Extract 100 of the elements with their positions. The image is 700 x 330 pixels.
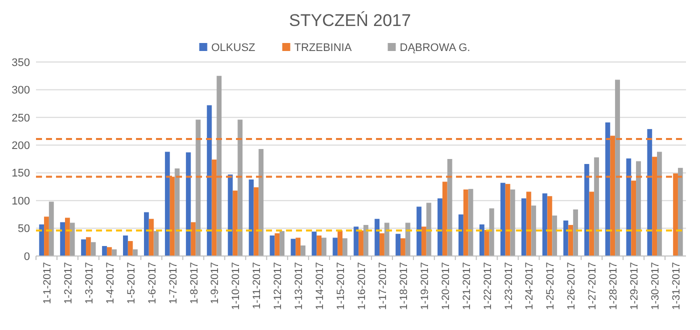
x-tick-label: 1-27-2017 (586, 262, 599, 310)
bar (106, 247, 112, 256)
bar (396, 234, 400, 256)
y-tick-label: 300 (12, 84, 30, 97)
x-tick-label: 1-12-2017 (272, 262, 284, 310)
y-tick-label: 250 (12, 112, 30, 124)
y-tick-label: 50 (18, 223, 30, 236)
bar (148, 218, 154, 256)
x-tick-label: 1-23-2017 (502, 262, 515, 310)
bar (258, 149, 264, 256)
bar (405, 222, 410, 256)
bar (196, 120, 201, 256)
x-tick-label: 1-16-2017 (356, 262, 368, 310)
bar (238, 120, 243, 256)
x-tick-label: 1-1-2017 (41, 262, 54, 304)
bar (510, 189, 516, 256)
legend-label: OLKUSZ (211, 42, 256, 54)
bar (363, 224, 368, 256)
bar (384, 222, 390, 256)
x-tick-label: 1-18-2017 (398, 262, 410, 310)
bar (531, 206, 536, 256)
bar (206, 105, 212, 256)
bar (90, 242, 96, 256)
x-tick-label: 1-3-2017 (83, 262, 96, 304)
bar (342, 238, 348, 256)
bar (626, 158, 632, 256)
x-tick-label: 1-26-2017 (566, 262, 578, 310)
bar (400, 238, 406, 256)
bar (615, 80, 620, 256)
bar (174, 168, 180, 256)
bar (254, 187, 259, 256)
x-tick-label: 1-11-2017 (251, 262, 264, 310)
x-tick-label: 1-15-2017 (335, 262, 348, 310)
bar (542, 193, 548, 256)
bar (128, 241, 133, 256)
bar (573, 209, 578, 256)
x-tick-label: 1-5-2017 (125, 262, 138, 304)
bar (300, 245, 306, 256)
bar (216, 76, 222, 256)
bar (421, 226, 426, 256)
x-tick-label: 1-24-2017 (524, 262, 536, 310)
bar (463, 189, 468, 256)
bar (442, 182, 448, 256)
chart-title: STYCZEŃ 2017 (289, 11, 411, 30)
x-tick-label: 1-22-2017 (482, 262, 494, 310)
bar (678, 168, 683, 256)
x-tick-label: 1-30-2017 (650, 262, 662, 310)
bar (589, 192, 594, 256)
bar (48, 202, 54, 256)
bar (479, 224, 484, 256)
bar (70, 222, 75, 256)
bar (123, 235, 128, 256)
bar (248, 180, 254, 256)
bar (65, 218, 70, 256)
bar (656, 152, 662, 256)
bar (647, 129, 652, 256)
x-tick-label: 1-21-2017 (460, 262, 473, 310)
bar (280, 231, 284, 256)
y-tick-label: 350 (12, 56, 30, 69)
bar (358, 230, 364, 256)
bar (60, 222, 66, 256)
x-tick-label: 1-6-2017 (146, 262, 158, 304)
bar (81, 239, 86, 256)
bar (500, 182, 506, 256)
x-tick-label: 1-13-2017 (293, 262, 306, 310)
bar (354, 226, 359, 256)
bar (190, 222, 196, 256)
x-tick-label: 1-25-2017 (544, 262, 557, 310)
x-tick-label: 1-19-2017 (418, 262, 431, 310)
bar (636, 161, 641, 256)
x-tick-label: 1-2-2017 (62, 262, 74, 304)
x-tick-label: 1-7-2017 (167, 262, 180, 304)
bar (332, 238, 338, 256)
bar (380, 233, 384, 256)
x-tick-label: 1-29-2017 (628, 262, 641, 310)
bar (438, 198, 442, 256)
x-tick-label: 1-28-2017 (608, 262, 620, 310)
x-tick-label: 1-8-2017 (188, 262, 200, 304)
bar (374, 218, 380, 256)
bar (631, 180, 636, 256)
bar (316, 235, 322, 256)
bar (416, 206, 422, 256)
bar (102, 246, 107, 256)
bar (186, 152, 191, 256)
bar (44, 216, 49, 256)
bar (144, 212, 149, 256)
legend-label: DĄBROWA G. (400, 42, 470, 54)
x-tick-label: 1-20-2017 (440, 262, 452, 310)
bar (521, 198, 526, 256)
bar (484, 230, 490, 256)
y-tick-label: 200 (12, 140, 30, 152)
bar (232, 190, 238, 256)
x-tick-label: 1-14-2017 (314, 262, 326, 310)
bar (594, 157, 599, 256)
y-tick-label: 150 (12, 168, 30, 180)
bar (270, 235, 275, 256)
x-tick-label: 1-17-2017 (376, 262, 389, 310)
bar (568, 224, 574, 256)
bar (322, 238, 326, 256)
x-tick-label: 1-9-2017 (209, 262, 222, 304)
